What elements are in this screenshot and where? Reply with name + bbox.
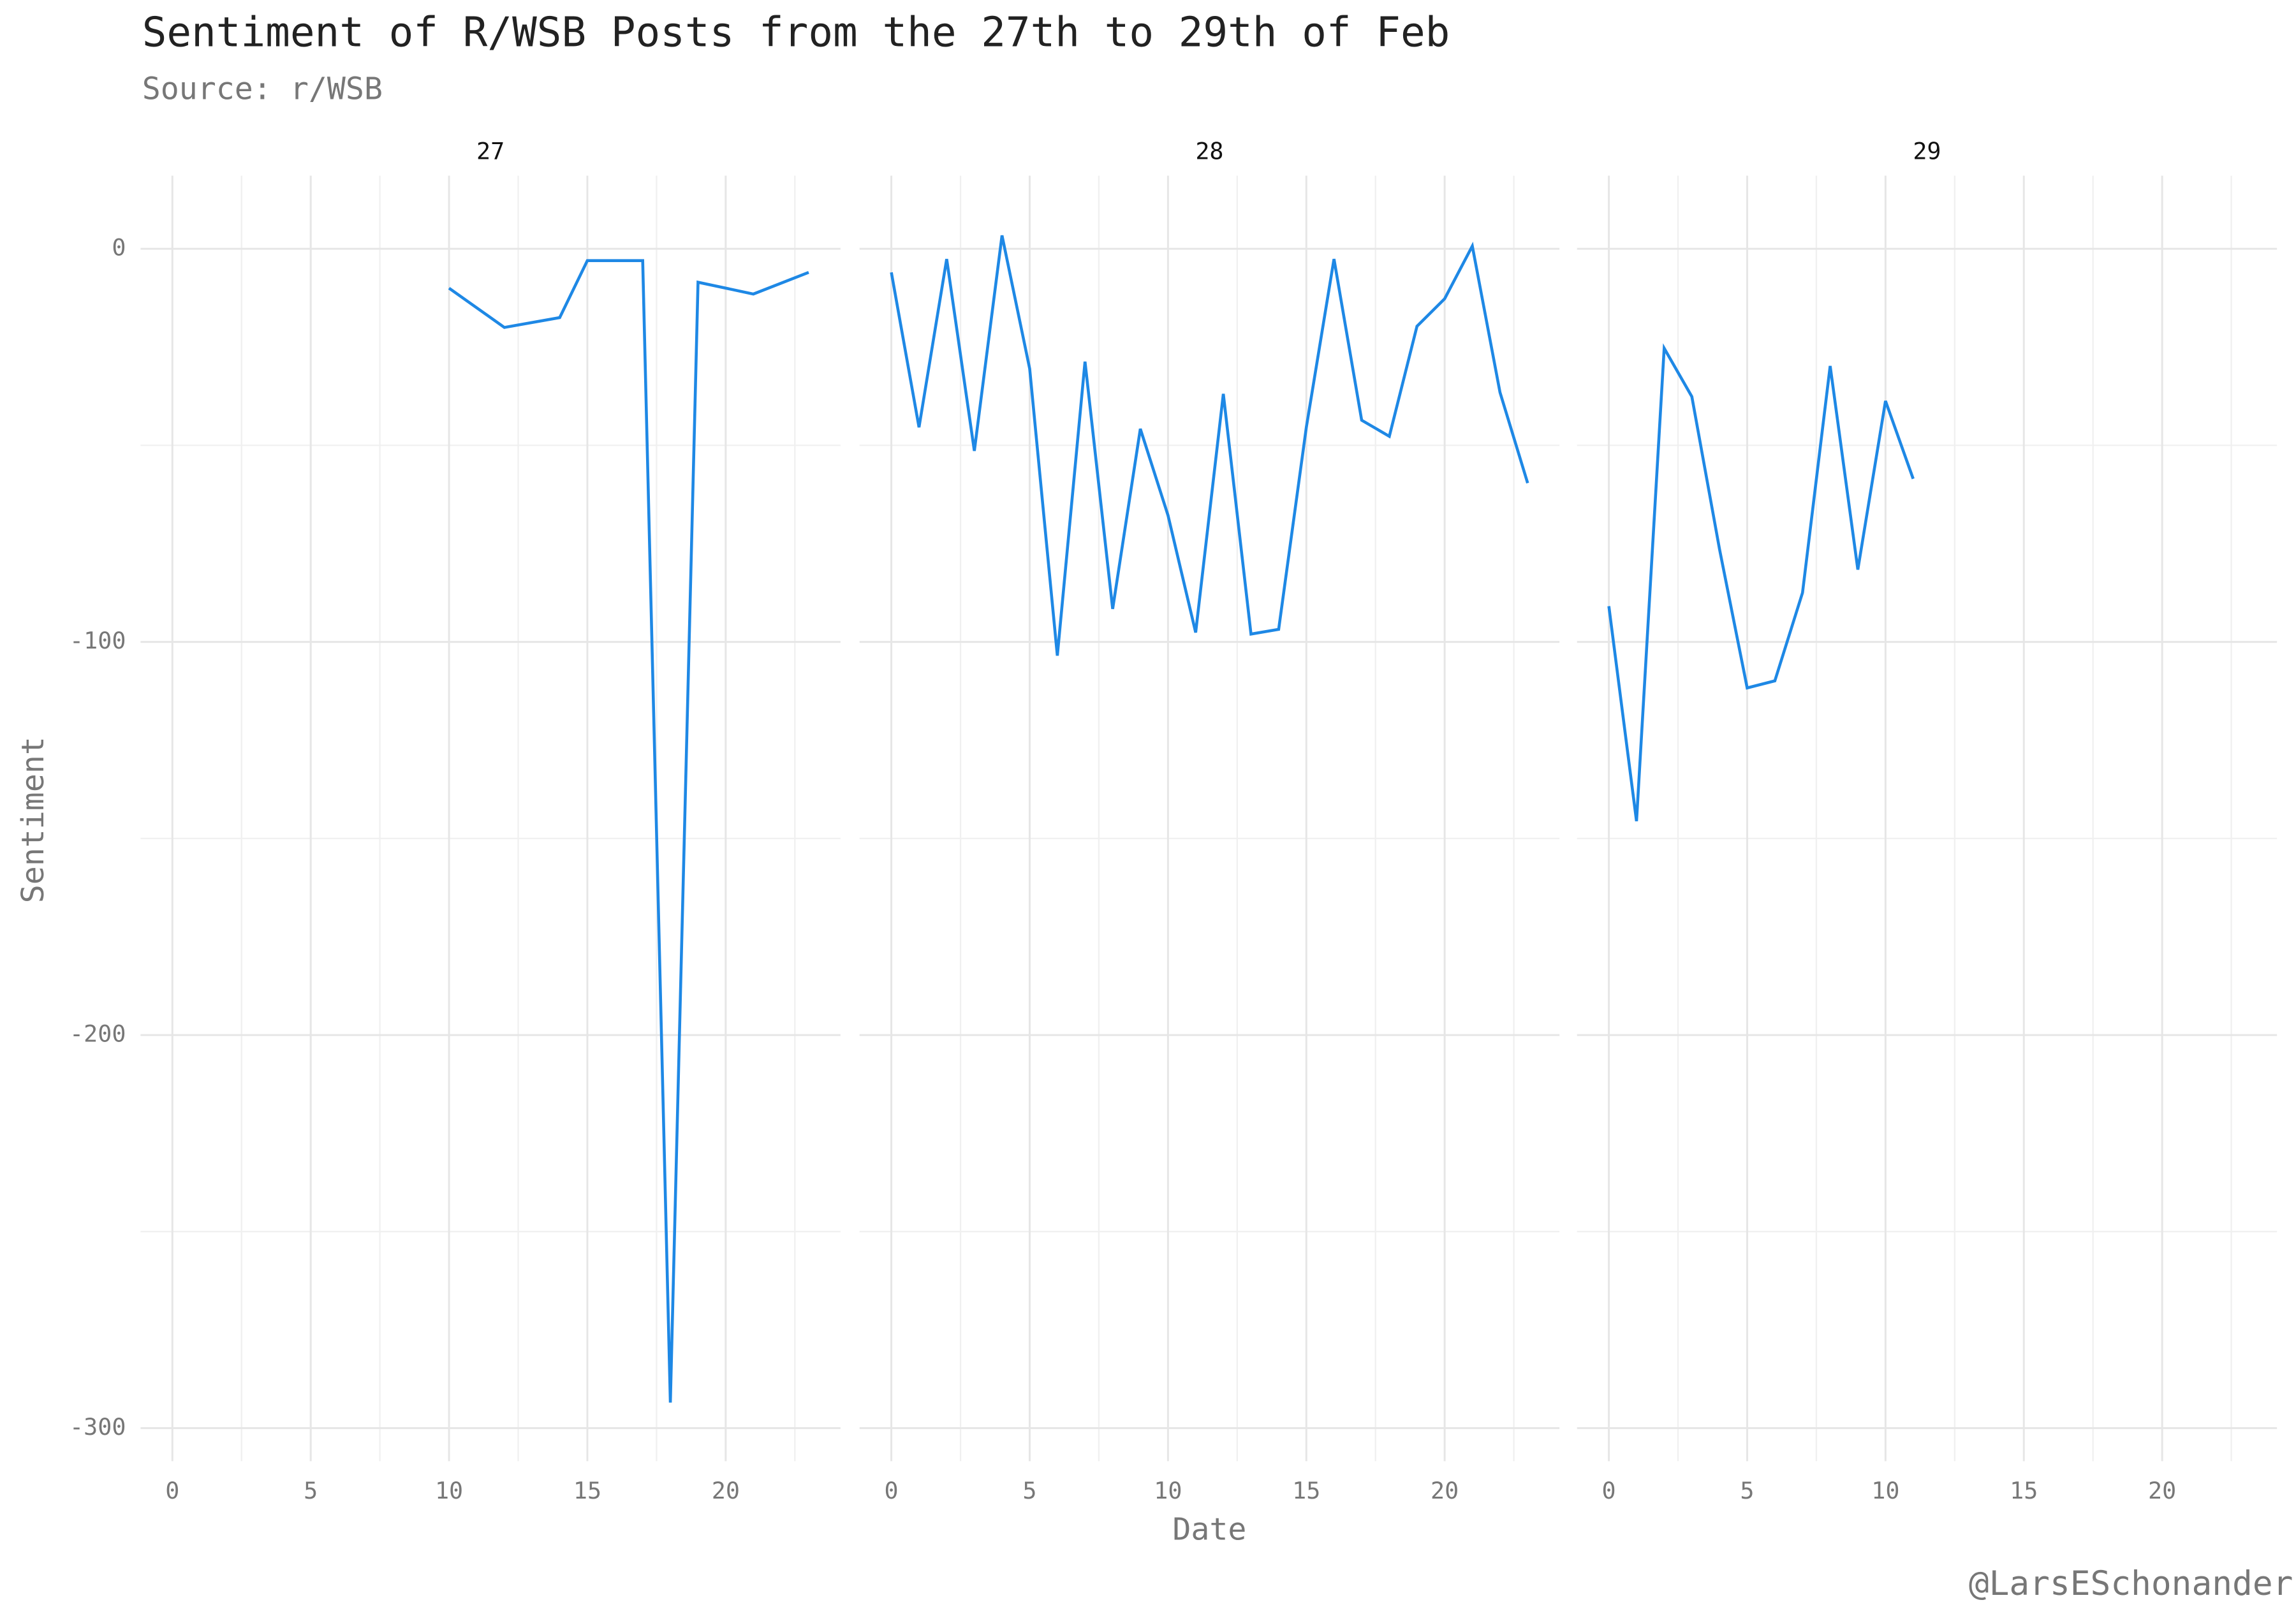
x-tick-label: 20 (2148, 1477, 2176, 1504)
x-tick-label: 0 (165, 1477, 179, 1504)
x-tick-label: 10 (1871, 1477, 1899, 1504)
x-tick-label: 20 (712, 1477, 740, 1504)
x-tick-label: 0 (885, 1477, 899, 1504)
chart-title: Sentiment of R/WSB Posts from the 27th t… (142, 9, 1450, 57)
x-tick-label: 10 (1154, 1477, 1182, 1504)
data-line (448, 259, 809, 1403)
y-tick-label: 0 (112, 234, 126, 261)
x-tick-label: 20 (1431, 1477, 1459, 1504)
x-tick-label: 5 (304, 1477, 318, 1504)
facet-title: 28 (1195, 137, 1223, 165)
x-axis-label: Date (1172, 1512, 1246, 1548)
y-tick-label: -300 (70, 1413, 126, 1441)
x-tick-label: 5 (1022, 1477, 1036, 1504)
caption: @LarsESchonander (1969, 1564, 2293, 1603)
y-tick-label: -200 (70, 1020, 126, 1048)
facet-title: 29 (1913, 137, 1941, 165)
y-axis-label: Sentiment (15, 737, 51, 903)
x-tick-label: 15 (2010, 1477, 2038, 1504)
x-tick-label: 10 (435, 1477, 463, 1504)
facet-title: 27 (476, 137, 504, 165)
x-tick-label: 15 (1292, 1477, 1320, 1504)
data-line (890, 235, 1529, 656)
chart-subtitle: Source: r/WSB (142, 71, 383, 106)
y-tick-label: -100 (70, 627, 126, 654)
x-tick-label: 0 (1602, 1477, 1616, 1504)
x-tick-label: 5 (1740, 1477, 1754, 1504)
data-line (1607, 343, 1915, 822)
x-tick-label: 15 (573, 1477, 601, 1504)
